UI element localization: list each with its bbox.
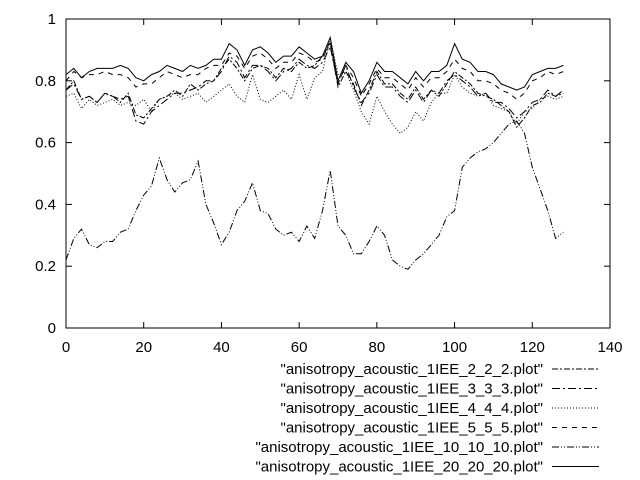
y-tick-label: 0.6 [35, 135, 56, 152]
legend-label-1: "anisotropy_acoustic_1IEE_2_2_2.plot" [281, 361, 544, 378]
plot-frame [65, 18, 611, 329]
legend-label-5: "anisotropy_acoustic_1IEE_10_10_10.plot" [255, 439, 543, 456]
y-tick-label: 0.2 [35, 258, 56, 275]
legend: "anisotropy_acoustic_1IEE_2_2_2.plot" "an… [255, 361, 599, 476]
x-tick-label: 80 [369, 339, 386, 356]
x-tick-label: 40 [213, 339, 230, 356]
y-tick-label: 0.4 [35, 196, 56, 213]
legend-label-4: "anisotropy_acoustic_1IEE_5_5_5.plot" [281, 420, 544, 437]
y-tick-label: 0 [48, 320, 56, 337]
x-tick-label: 100 [442, 339, 467, 356]
series-line-3 [65, 37, 564, 134]
axes [65, 18, 611, 329]
y-tick-label: 0.8 [35, 73, 56, 90]
y-tick-label: 1 [48, 11, 56, 28]
series-line-1 [65, 42, 564, 129]
series-line-6 [65, 35, 564, 95]
legend-label-2: "anisotropy_acoustic_1IEE_3_3_3.plot" [281, 381, 544, 398]
series-line-5 [65, 120, 564, 270]
series-line-2 [65, 45, 564, 125]
legend-label-6: "anisotropy_acoustic_1IEE_20_20_20.plot" [255, 459, 543, 476]
tick-labels: 0 20 40 60 80 100 120 140 0 0.2 0.4 0.6 0.8 1 [35, 11, 622, 356]
plot-area [65, 35, 564, 270]
x-tick-label: 140 [597, 339, 622, 356]
x-tick-label: 20 [135, 339, 152, 356]
legend-label-3: "anisotropy_acoustic_1IEE_4_4_4.plot" [281, 400, 544, 417]
x-tick-label: 0 [62, 339, 70, 356]
series-line-4 [65, 38, 564, 100]
x-tick-label: 60 [291, 339, 308, 356]
x-tick-label: 120 [520, 339, 545, 356]
